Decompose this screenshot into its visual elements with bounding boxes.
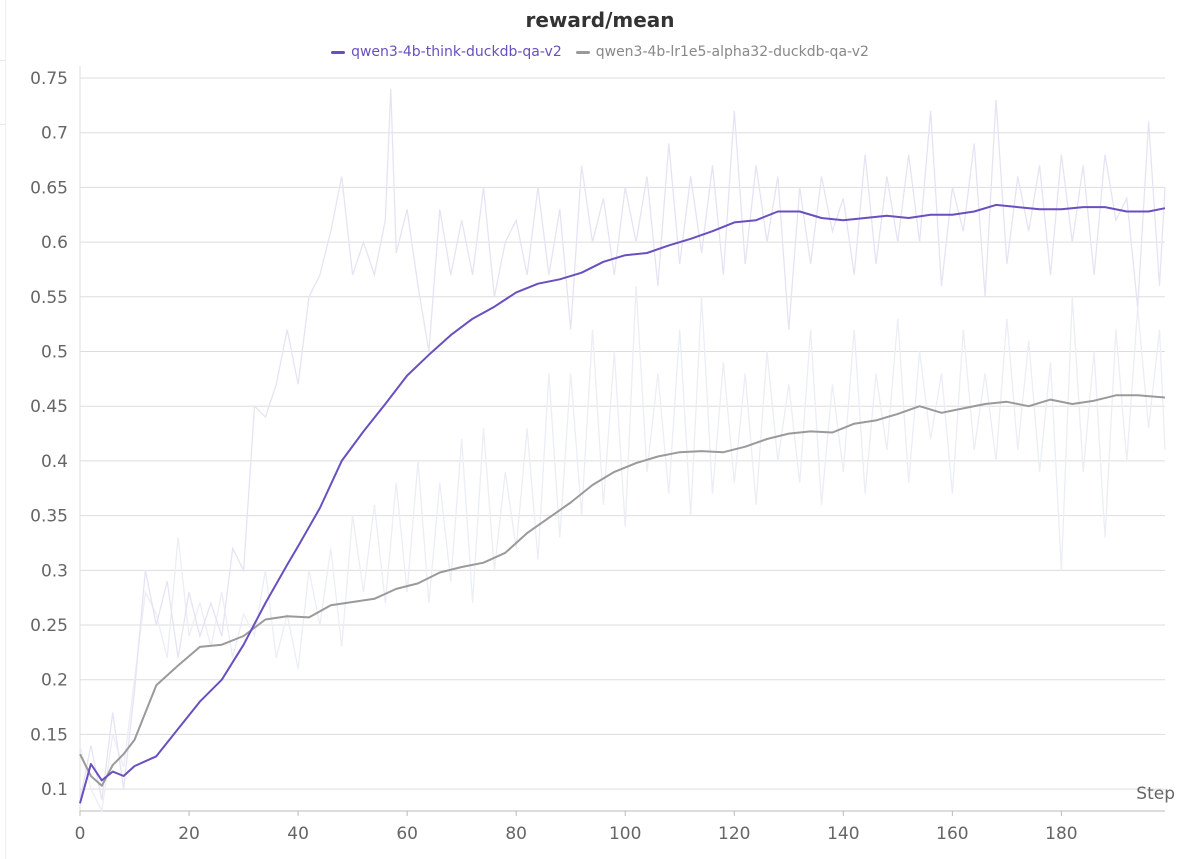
raw-series-line-2 <box>79 285 1166 814</box>
legend-label: qwen3-4b-lr1e5-alpha32-duckdb-qa-v2 <box>595 44 869 60</box>
x-tick-label: 40 <box>287 824 309 844</box>
y-tick-label: 0.6 <box>41 233 68 253</box>
x-tick-label: 140 <box>827 824 859 844</box>
y-tick-label: 0.55 <box>30 288 68 308</box>
panel-divider <box>0 124 6 125</box>
y-tick-label: 0.5 <box>41 343 68 363</box>
legend-swatch-icon <box>331 50 346 54</box>
x-tick-label: 160 <box>936 824 968 844</box>
chart-title: reward/mean <box>525 8 675 32</box>
axis-ticks: 0.1 0.15 0.2 0.25 0.3 0.35 0.4 0.45 0.5 0.55 0.6 0.… <box>30 69 1077 844</box>
x-tick-label: 80 <box>505 824 527 844</box>
grid-lines <box>79 66 1165 812</box>
y-tick-label: 0.15 <box>30 725 68 745</box>
legend-item-series-2[interactable]: qwen3-4b-lr1e5-alpha32-duckdb-qa-v2 <box>575 44 869 60</box>
y-tick-label: 0.65 <box>30 178 68 198</box>
y-tick-label: 0.25 <box>30 616 68 636</box>
x-tick-label: 180 <box>1045 824 1077 844</box>
smoothed-series-line-1 <box>79 203 1166 804</box>
y-tick-label: 0.2 <box>41 671 68 691</box>
chart-legend: qwen3-4b-think-duckdb-qa-v2 qwen3-4b-lr1… <box>0 44 1200 60</box>
x-tick-label: 0 <box>75 824 86 844</box>
x-tick-label: 100 <box>609 824 641 844</box>
panel-edge <box>5 0 6 859</box>
y-tick-label: 0.3 <box>41 561 68 581</box>
x-tick-label: 20 <box>178 824 200 844</box>
smoothed-series-layer <box>79 203 1166 804</box>
smoothed-series-line-2 <box>79 394 1166 787</box>
x-tick-label: 60 <box>396 824 418 844</box>
y-tick-label: 0.35 <box>30 507 68 527</box>
raw-series-layer <box>79 88 1166 814</box>
legend-label: qwen3-4b-think-duckdb-qa-v2 <box>351 44 562 60</box>
legend-item-series-1[interactable]: qwen3-4b-think-duckdb-qa-v2 <box>331 44 562 60</box>
y-tick-label: 0.7 <box>41 124 68 144</box>
y-tick-label: 0.75 <box>30 69 68 89</box>
panel-divider <box>0 60 6 61</box>
y-tick-label: 0.1 <box>41 780 68 800</box>
x-tick-label: 120 <box>718 824 750 844</box>
raw-series-line-1 <box>79 88 1166 801</box>
legend-swatch-icon <box>575 50 590 54</box>
y-tick-label: 0.4 <box>41 452 68 472</box>
x-axis-label: Step <box>1136 784 1175 804</box>
y-tick-label: 0.45 <box>30 397 68 417</box>
